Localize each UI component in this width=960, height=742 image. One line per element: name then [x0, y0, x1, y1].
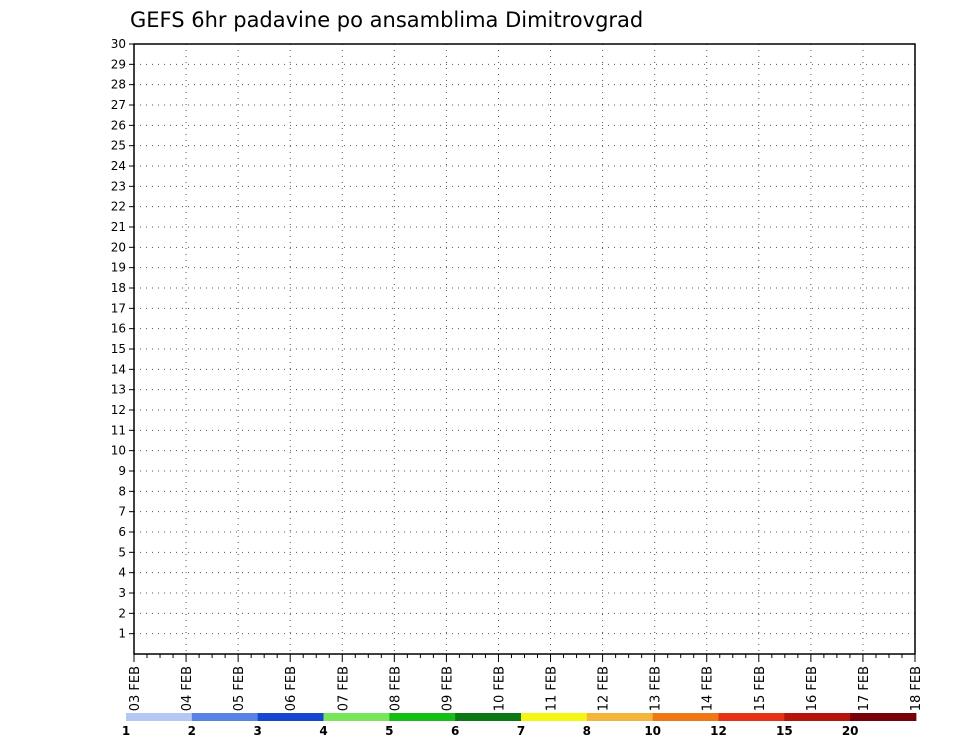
y-tick-label: 16: [111, 322, 126, 336]
y-tick-label: 27: [111, 98, 126, 112]
x-tick-label: 10 FEB: [492, 666, 507, 711]
y-tick-label: 11: [111, 423, 126, 437]
colorbar-swatch: [323, 713, 390, 721]
x-tick-label: 13 FEB: [649, 666, 664, 711]
y-tick-label: 23: [111, 179, 126, 193]
x-tick-label: 06 FEB: [284, 666, 299, 711]
x-tick-label: 15 FEB: [753, 666, 768, 711]
colorbar-swatch: [191, 713, 259, 721]
y-tick-label: 10: [111, 444, 126, 458]
colorbar-swatch: [521, 713, 588, 721]
y-tick-label: 15: [111, 342, 126, 356]
x-tick-label: 03 FEB: [128, 666, 143, 711]
colorbar-label: 4: [319, 724, 327, 738]
y-tick-label: 20: [111, 240, 126, 254]
y-tick-label: 14: [111, 362, 126, 376]
colorbar-swatch: [718, 713, 785, 721]
y-tick-label: 26: [111, 118, 126, 132]
y-tick-label: 13: [111, 383, 126, 397]
x-tick-label: 14 FEB: [701, 666, 716, 711]
x-tick-label: 16 FEB: [805, 666, 820, 711]
y-tick-label: 29: [111, 57, 126, 71]
colorbar-label: 15: [776, 724, 793, 738]
y-tick-label: 22: [111, 200, 126, 214]
x-tick-label: 08 FEB: [388, 666, 403, 711]
colorbar-swatch: [455, 713, 522, 721]
y-tick-label: 30: [111, 37, 126, 51]
y-tick-label: 24: [111, 159, 126, 173]
colorbar-label: 6: [451, 724, 459, 738]
y-tick-label: 3: [118, 586, 126, 600]
y-tick-label: 9: [118, 464, 126, 478]
y-tick-label: 8: [118, 484, 126, 498]
x-tick-label: 05 FEB: [232, 666, 247, 711]
y-tick-label: 6: [118, 525, 126, 539]
y-tick-label: 17: [111, 301, 126, 315]
y-tick-label: 1: [118, 627, 126, 641]
colorbar-label: 1: [122, 724, 130, 738]
x-tick-label: 07 FEB: [336, 666, 351, 711]
colorbar-swatch: [652, 713, 719, 721]
colorbar-legend: 1 2 3 4 5 6 7 8 10 12 15 20: [122, 713, 917, 738]
y-tick-label: 4: [118, 566, 126, 580]
colorbar-label: 20: [842, 724, 859, 738]
x-tick-label: 17 FEB: [857, 666, 872, 711]
y-tick-label: 7: [118, 505, 126, 519]
y-tick-label: 19: [111, 261, 126, 275]
chart-title: GEFS 6hr padavine po ansamblima Dimitrov…: [130, 8, 643, 32]
y-tick-label: 2: [118, 606, 126, 620]
x-tick-label: 11 FEB: [545, 666, 560, 711]
x-tick-label: 09 FEB: [440, 666, 455, 711]
y-axis: 1234567891011121314151617181920212223242…: [111, 37, 134, 641]
colorbar-label: 5: [385, 724, 393, 738]
grid-lines: [134, 43, 915, 654]
colorbar-swatch: [784, 713, 851, 721]
y-tick-label: 25: [111, 139, 126, 153]
colorbar-swatch: [586, 713, 654, 721]
y-tick-label: 12: [111, 403, 126, 417]
y-tick-label: 28: [111, 78, 126, 92]
x-tick-label: 18 FEB: [909, 666, 924, 711]
colorbar-label: 12: [710, 724, 727, 738]
y-tick-label: 18: [111, 281, 126, 295]
colorbar-label: 10: [644, 724, 661, 738]
colorbar-label: 8: [583, 724, 591, 738]
colorbar-swatch: [389, 713, 456, 721]
y-tick-label: 21: [111, 220, 126, 234]
colorbar-label: 3: [253, 724, 261, 738]
colorbar-swatch: [257, 713, 324, 721]
y-tick-label: 5: [118, 545, 126, 559]
colorbar-label: 7: [517, 724, 525, 738]
colorbar-swatch: [850, 713, 917, 721]
x-tick-label: 04 FEB: [180, 666, 195, 711]
x-axis: 03 FEB 04 FEB 05 FEB 06 FEB 07 FEB 08 FEB 09 F…: [128, 654, 924, 711]
colorbar-label: 2: [188, 724, 196, 738]
colorbar-swatch: [126, 713, 193, 721]
x-tick-label: 12 FEB: [597, 666, 612, 711]
